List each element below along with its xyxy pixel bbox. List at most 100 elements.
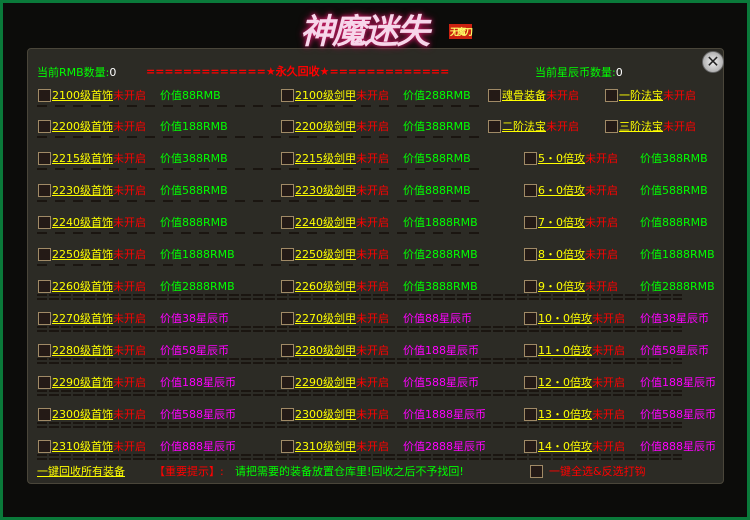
item-name-link[interactable]: 2100级剑甲 xyxy=(295,89,356,102)
item-entry: 7・0倍攻未开启 xyxy=(538,214,618,230)
item-entry: 2290级首饰未开启 xyxy=(52,374,146,390)
item-name-link[interactable]: 2290级剑甲 xyxy=(295,376,356,389)
item-checkbox[interactable] xyxy=(524,344,537,357)
item-entry: 9・0倍攻未开启 xyxy=(538,278,618,294)
item-checkbox[interactable] xyxy=(281,216,294,229)
item-checkbox[interactable] xyxy=(281,440,294,453)
item-checkbox[interactable] xyxy=(281,344,294,357)
item-checkbox[interactable] xyxy=(488,120,501,133)
item-checkbox[interactable] xyxy=(605,89,618,102)
item-checkbox[interactable] xyxy=(281,184,294,197)
item-checkbox[interactable] xyxy=(524,408,537,421)
item-name-link[interactable]: 2200级首饰 xyxy=(52,120,113,133)
item-status: 未开启 xyxy=(585,248,618,261)
item-status: 未开启 xyxy=(585,184,618,197)
item-checkbox[interactable] xyxy=(38,440,51,453)
item-checkbox[interactable] xyxy=(38,408,51,421)
item-name-link[interactable]: 5・0倍攻 xyxy=(538,152,585,165)
item-name-link[interactable]: 2250级剑甲 xyxy=(295,248,356,261)
item-checkbox[interactable] xyxy=(38,152,51,165)
item-checkbox[interactable] xyxy=(281,312,294,325)
item-name-link[interactable]: 2230级首饰 xyxy=(52,184,113,197)
item-value: 价值2888星辰币 xyxy=(403,440,486,453)
item-checkbox[interactable] xyxy=(38,89,51,102)
close-button[interactable]: ✕ xyxy=(702,51,724,73)
item-name-link[interactable]: 2100级首饰 xyxy=(52,89,113,102)
recycle-all-link[interactable]: 一键回收所有装备 xyxy=(37,465,125,478)
item-name-link[interactable]: 2300级首饰 xyxy=(52,408,113,421)
item-name-link[interactable]: 二阶法宝 xyxy=(502,120,546,133)
item-name-link[interactable]: 9・0倍攻 xyxy=(538,280,585,293)
item-value: 价值588星辰币 xyxy=(640,408,716,421)
item-name-link[interactable]: 一阶法宝 xyxy=(619,89,663,102)
item-entry: 13・0倍攻未开启 xyxy=(538,406,625,422)
item-checkbox[interactable] xyxy=(38,312,51,325)
item-name-link[interactable]: 2310级剑甲 xyxy=(295,440,356,453)
item-checkbox[interactable] xyxy=(281,248,294,261)
item-name-link[interactable]: 7・0倍攻 xyxy=(538,216,585,229)
item-checkbox[interactable] xyxy=(281,120,294,133)
item-status: 未开启 xyxy=(592,376,625,389)
item-checkbox[interactable] xyxy=(38,120,51,133)
item-name-link[interactable]: 2240级首饰 xyxy=(52,216,113,229)
item-name-link[interactable]: 11・0倍攻 xyxy=(538,344,592,357)
item-value: 价值1888RMB xyxy=(640,248,715,261)
item-name-link[interactable]: 13・0倍攻 xyxy=(538,408,592,421)
item-checkbox[interactable] xyxy=(38,344,51,357)
select-all-checkbox[interactable] xyxy=(530,465,543,478)
item-name-link[interactable]: 6・0倍攻 xyxy=(538,184,585,197)
item-checkbox[interactable] xyxy=(524,216,537,229)
item-status: 未开启 xyxy=(663,89,696,102)
row-divider xyxy=(37,105,482,107)
item-name-link[interactable]: 2260级剑甲 xyxy=(295,280,356,293)
item-name-link[interactable]: 2310级首饰 xyxy=(52,440,113,453)
item-checkbox[interactable] xyxy=(524,152,537,165)
item-checkbox[interactable] xyxy=(38,216,51,229)
item-name-link[interactable]: 2290级首饰 xyxy=(52,376,113,389)
item-checkbox[interactable] xyxy=(524,440,537,453)
item-name-link[interactable]: 2250级首饰 xyxy=(52,248,113,261)
item-name-link[interactable]: 魂骨装备 xyxy=(502,89,546,102)
item-entry: 2300级剑甲未开启 xyxy=(295,406,389,422)
item-value: 价值88星辰币 xyxy=(403,312,472,325)
item-checkbox[interactable] xyxy=(38,184,51,197)
row-divider xyxy=(37,326,682,332)
item-checkbox[interactable] xyxy=(524,280,537,293)
item-name-link[interactable]: 三阶法宝 xyxy=(619,120,663,133)
item-name-link[interactable]: 2200级剑甲 xyxy=(295,120,356,133)
item-checkbox[interactable] xyxy=(281,376,294,389)
item-value: 价值288RMB xyxy=(403,89,471,102)
item-name-link[interactable]: 2260级首饰 xyxy=(52,280,113,293)
item-name-link[interactable]: 8・0倍攻 xyxy=(538,248,585,261)
item-name-link[interactable]: 2280级剑甲 xyxy=(295,344,356,357)
item-checkbox[interactable] xyxy=(524,184,537,197)
item-checkbox[interactable] xyxy=(524,312,537,325)
item-checkbox[interactable] xyxy=(38,248,51,261)
item-checkbox[interactable] xyxy=(524,376,537,389)
item-checkbox[interactable] xyxy=(281,89,294,102)
item-status: 未开启 xyxy=(356,120,389,133)
item-value: 价值1888RMB xyxy=(403,216,478,229)
item-checkbox[interactable] xyxy=(488,89,501,102)
item-name-link[interactable]: 10・0倍攻 xyxy=(538,312,592,325)
item-name-link[interactable]: 2280级首饰 xyxy=(52,344,113,357)
item-name-link[interactable]: 2215级首饰 xyxy=(52,152,113,165)
item-checkbox[interactable] xyxy=(524,248,537,261)
row-divider xyxy=(37,454,682,460)
item-checkbox[interactable] xyxy=(281,408,294,421)
item-name-link[interactable]: 14・0倍攻 xyxy=(538,440,592,453)
item-checkbox[interactable] xyxy=(281,152,294,165)
item-checkbox[interactable] xyxy=(605,120,618,133)
item-name-link[interactable]: 2300级剑甲 xyxy=(295,408,356,421)
item-checkbox[interactable] xyxy=(38,376,51,389)
item-checkbox[interactable] xyxy=(38,280,51,293)
item-name-link[interactable]: 2215级剑甲 xyxy=(295,152,356,165)
item-entry: 2300级首饰未开启 xyxy=(52,406,146,422)
item-name-link[interactable]: 2270级首饰 xyxy=(52,312,113,325)
item-name-link[interactable]: 12・0倍攻 xyxy=(538,376,592,389)
item-name-link[interactable]: 2270级剑甲 xyxy=(295,312,356,325)
item-status: 未开启 xyxy=(592,408,625,421)
item-name-link[interactable]: 2240级剑甲 xyxy=(295,216,356,229)
item-name-link[interactable]: 2230级剑甲 xyxy=(295,184,356,197)
item-checkbox[interactable] xyxy=(281,280,294,293)
